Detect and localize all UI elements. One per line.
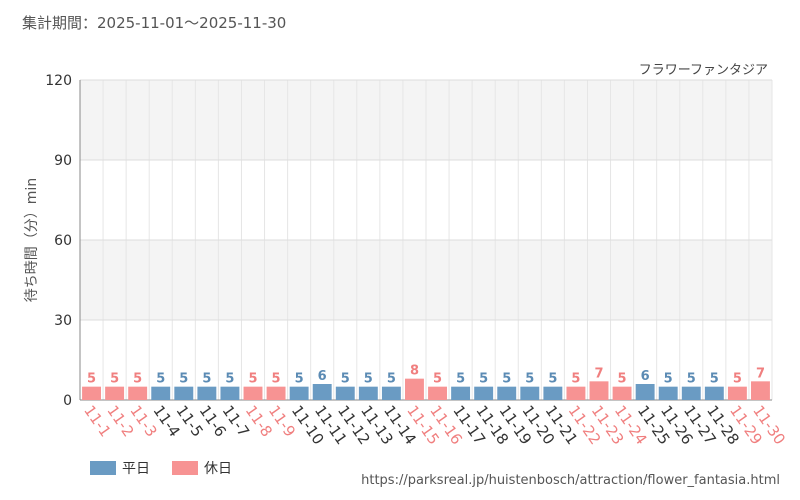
bar-value-label: 5 xyxy=(225,372,234,387)
bar xyxy=(727,386,747,400)
bar xyxy=(220,386,240,400)
bar-value-label: 5 xyxy=(272,372,281,387)
y-tick-label: 0 xyxy=(63,393,72,409)
legend: 平日 休日 xyxy=(90,458,254,478)
bar xyxy=(428,386,447,400)
bar-value-label: 5 xyxy=(710,372,719,387)
bar-value-label: 7 xyxy=(756,366,765,381)
bar xyxy=(151,386,171,400)
y-tick-label: 120 xyxy=(45,73,72,89)
bar-value-label: 5 xyxy=(525,372,534,387)
bar-value-label: 5 xyxy=(387,372,396,387)
legend-label-weekday: 平日 xyxy=(122,461,150,477)
bar xyxy=(243,386,263,400)
bar-value-label: 5 xyxy=(110,372,119,387)
y-tick-label: 90 xyxy=(54,153,72,169)
bar-value-label: 5 xyxy=(618,372,627,387)
bar-value-label: 5 xyxy=(156,372,165,387)
bar xyxy=(289,386,309,400)
bar-value-label: 5 xyxy=(248,372,257,387)
bar-value-label: 5 xyxy=(456,372,465,387)
bar-value-label: 5 xyxy=(733,372,742,387)
bar xyxy=(312,384,332,400)
bar-value-label: 5 xyxy=(87,372,96,387)
bar-value-label: 5 xyxy=(433,372,442,387)
bar-value-label: 5 xyxy=(664,372,673,387)
bar xyxy=(589,381,609,400)
bar-value-label: 7 xyxy=(594,366,603,381)
y-tick-label: 30 xyxy=(54,313,72,329)
bar xyxy=(566,386,586,400)
bar xyxy=(658,386,678,400)
legend-swatch-holiday xyxy=(172,461,198,475)
legend-swatch-weekday xyxy=(90,461,116,475)
bar xyxy=(128,386,148,400)
bar-value-label: 5 xyxy=(364,372,373,387)
bar xyxy=(474,386,494,400)
bar xyxy=(704,386,724,400)
bar xyxy=(681,386,701,400)
bar-value-label: 5 xyxy=(133,372,142,387)
bar xyxy=(358,386,378,400)
period-text: 集計期間：2025-11-01〜2025-11-30 xyxy=(22,14,287,32)
bar-value-label: 5 xyxy=(202,372,211,387)
bar xyxy=(174,386,194,400)
bar xyxy=(451,386,471,400)
bar xyxy=(381,386,401,400)
legend-item-holiday: 休日 xyxy=(172,458,232,478)
bar xyxy=(335,386,355,400)
bar xyxy=(197,386,217,400)
bar xyxy=(520,386,540,400)
bar-value-label: 5 xyxy=(571,372,580,387)
bar-value-label: 5 xyxy=(295,372,304,387)
bar-value-label: 5 xyxy=(502,372,511,387)
bar-value-label: 8 xyxy=(410,364,419,379)
chart-subtitle: フラワーファンタジア xyxy=(638,63,768,78)
y-tick-label: 60 xyxy=(54,233,72,249)
bar-value-label: 5 xyxy=(179,372,188,387)
bar-value-label: 6 xyxy=(318,369,327,384)
bar xyxy=(635,384,655,400)
source-url: https://parksreal.jp/huistenbosch/attrac… xyxy=(361,473,780,488)
bar-value-label: 5 xyxy=(687,372,696,387)
bar-value-label: 6 xyxy=(641,369,650,384)
legend-item-weekday: 平日 xyxy=(90,458,150,478)
bar-value-label: 5 xyxy=(341,372,350,387)
bar-value-label: 5 xyxy=(479,372,488,387)
bar xyxy=(405,378,424,400)
bar xyxy=(751,381,770,400)
bar xyxy=(82,386,101,400)
bar xyxy=(105,386,125,400)
bar xyxy=(543,386,563,400)
bar xyxy=(612,386,632,400)
bar xyxy=(266,386,286,400)
y-axis-label: 待ち時間（分）min xyxy=(24,178,40,302)
bar-value-label: 5 xyxy=(548,372,557,387)
legend-label-holiday: 休日 xyxy=(204,461,232,477)
bar xyxy=(497,386,517,400)
